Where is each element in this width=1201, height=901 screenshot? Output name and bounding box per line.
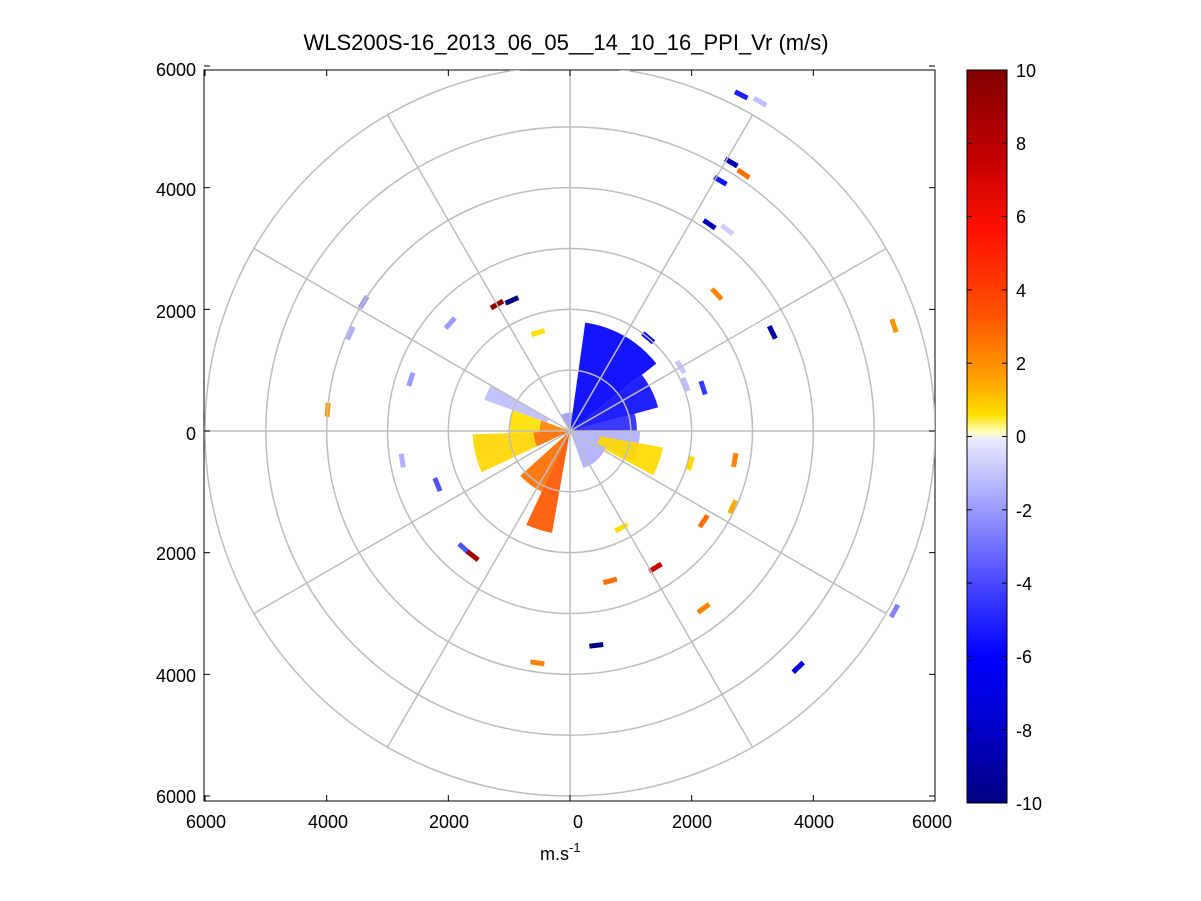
velocity-sector bbox=[570, 374, 659, 431]
velocity-data-layer bbox=[324, 89, 901, 674]
velocity-gate bbox=[680, 376, 691, 392]
velocity-sector bbox=[570, 431, 606, 469]
velocity-gate bbox=[443, 316, 457, 331]
velocity-gate bbox=[398, 453, 406, 468]
velocity-gate bbox=[733, 89, 749, 101]
colorbar-tick-label: -8 bbox=[1016, 721, 1032, 741]
velocity-gate bbox=[889, 318, 899, 334]
velocity-gate bbox=[530, 659, 545, 667]
colorbar-tick-label: -4 bbox=[1016, 574, 1032, 594]
azimuth-spoke bbox=[253, 430, 571, 615]
axis-tick-marks bbox=[204, 65, 936, 801]
colorbar-tick-label: -6 bbox=[1016, 647, 1032, 667]
velocity-gate bbox=[697, 513, 710, 529]
colorbar-tick-marks bbox=[967, 69, 1007, 804]
azimuth-spoke bbox=[569, 430, 887, 615]
y-tick-label: 2000 bbox=[156, 302, 196, 322]
chart-title: WLS200S-16_2013_06_05__14_10_16_PPI_Vr (… bbox=[303, 30, 828, 55]
azimuth-spoke bbox=[569, 247, 887, 432]
colorbar-tick-label: -2 bbox=[1016, 501, 1032, 521]
velocity-gate bbox=[766, 324, 778, 340]
y-tick-label: 2000 bbox=[156, 544, 196, 564]
velocity-gate bbox=[345, 325, 356, 341]
colorbar-tick-label: 0 bbox=[1016, 427, 1026, 447]
velocity-gate bbox=[406, 371, 416, 387]
velocity-gate bbox=[724, 156, 739, 169]
velocity-sector bbox=[472, 432, 537, 473]
velocity-gate bbox=[602, 576, 618, 586]
azimuth-spoke bbox=[569, 114, 754, 432]
y-tick-label: 6000 bbox=[156, 60, 196, 80]
velocity-gate bbox=[752, 96, 768, 108]
y-tick-label: 4000 bbox=[156, 666, 196, 686]
x-axis-label-base: m.s bbox=[540, 844, 569, 864]
x-tick-label: 4000 bbox=[794, 812, 834, 832]
colorbar-tick-label: 6 bbox=[1016, 207, 1026, 227]
velocity-gate bbox=[702, 218, 717, 231]
velocity-gate bbox=[731, 452, 739, 468]
y-tick-label: 4000 bbox=[156, 180, 196, 200]
velocity-gate bbox=[720, 223, 735, 236]
velocity-sector bbox=[533, 431, 570, 447]
colorbar-tick-labels: 10 8 6 4 2 0 -2 -4 -6 -8 -10 bbox=[1016, 61, 1042, 814]
velocity-sector bbox=[596, 436, 663, 476]
y-tick-label: 6000 bbox=[156, 787, 196, 807]
velocity-sector bbox=[509, 410, 542, 434]
colorbar-tick-label: -10 bbox=[1016, 794, 1042, 814]
x-axis-label: m.s-1 bbox=[540, 840, 581, 864]
colorbar-tick-label: 2 bbox=[1016, 354, 1026, 374]
x-tick-label: 0 bbox=[573, 812, 583, 832]
colorbar-tick-label: 4 bbox=[1016, 281, 1026, 301]
velocity-gate bbox=[530, 328, 546, 338]
velocity-gate bbox=[791, 660, 805, 674]
x-tick-label: 6000 bbox=[912, 812, 952, 832]
x-tick-label: 2000 bbox=[429, 812, 469, 832]
velocity-sector bbox=[520, 431, 570, 492]
velocity-sector bbox=[526, 431, 570, 533]
colorbar-tick-label: 8 bbox=[1016, 134, 1026, 154]
velocity-gate bbox=[589, 642, 604, 649]
velocity-sector bbox=[484, 385, 549, 423]
velocity-gate bbox=[686, 455, 695, 471]
velocity-gate bbox=[736, 167, 751, 180]
velocity-gate bbox=[504, 295, 520, 306]
colorbar bbox=[966, 69, 1008, 804]
velocity-gate bbox=[710, 287, 724, 301]
velocity-gate bbox=[698, 380, 708, 396]
x-axis-label-superscript: -1 bbox=[569, 840, 581, 855]
velocity-gate bbox=[696, 602, 711, 615]
x-tick-label: 4000 bbox=[308, 812, 348, 832]
colorbar-tick-label: 10 bbox=[1016, 61, 1036, 81]
velocity-gate bbox=[432, 477, 443, 492]
azimuth-spoke bbox=[569, 430, 754, 748]
velocity-sector bbox=[570, 322, 657, 431]
velocity-sector bbox=[539, 420, 570, 433]
azimuth-spoke bbox=[253, 247, 571, 432]
azimuth-spoke bbox=[386, 114, 571, 432]
velocity-gate bbox=[648, 561, 663, 574]
azimuth-spoke bbox=[386, 430, 571, 748]
velocity-gate bbox=[465, 549, 480, 562]
velocity-sector bbox=[570, 413, 637, 431]
y-axis-tick-labels: 6000 4000 2000 0 2000 4000 6000 bbox=[156, 60, 196, 807]
velocity-gate bbox=[727, 499, 738, 515]
x-tick-label: 6000 bbox=[186, 812, 226, 832]
x-tick-label: 2000 bbox=[672, 812, 712, 832]
y-tick-label: 0 bbox=[186, 424, 196, 444]
velocity-gate bbox=[888, 603, 901, 619]
x-axis-tick-labels: 6000 4000 2000 0 2000 4000 6000 bbox=[186, 812, 952, 832]
